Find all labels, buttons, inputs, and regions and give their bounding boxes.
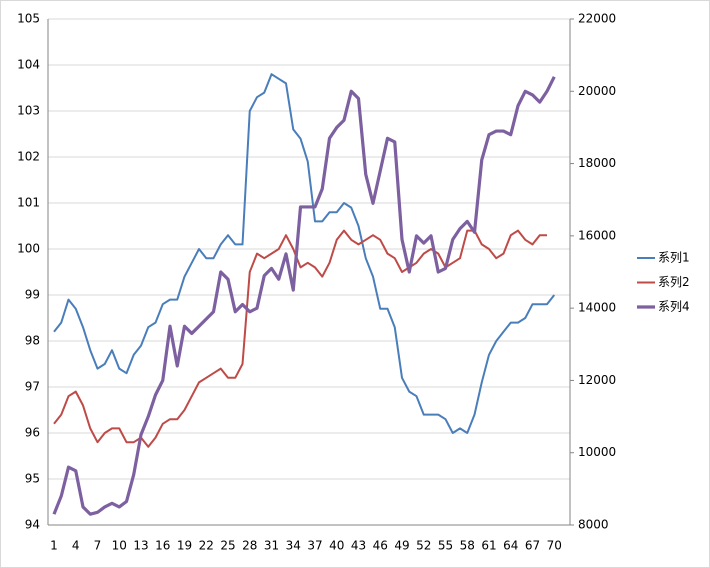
legend-label: 系列1 (658, 251, 690, 265)
x-tick-label: 52 (416, 539, 431, 553)
y2-tick-label: 10000 (578, 445, 616, 459)
x-tick-label: 67 (525, 539, 540, 553)
series-line (53, 73, 556, 434)
x-tick-label: 28 (242, 539, 257, 553)
x-tick-label: 13 (133, 539, 148, 553)
x-tick-label: 31 (264, 539, 279, 553)
legend-label: 系列4 (658, 300, 690, 314)
x-tick-label: 34 (286, 539, 301, 553)
x-tick-label: 43 (351, 539, 366, 553)
x-tick-label: 49 (394, 539, 409, 553)
series-line (53, 229, 547, 448)
x-tick-label: 1 (50, 539, 58, 553)
y-tick-label: 99 (25, 288, 40, 302)
x-tick-label: 22 (199, 539, 214, 553)
y2-tick-label: 8000 (578, 518, 609, 532)
x-tick-label: 25 (220, 539, 235, 553)
x-tick-label: 46 (373, 539, 388, 553)
y-tick-label: 98 (25, 334, 40, 348)
x-tick-label: 19 (177, 539, 192, 553)
x-tick-label: 10 (112, 539, 127, 553)
x-tick-label: 61 (481, 539, 496, 553)
y-tick-label: 105 (17, 12, 40, 26)
y2-tick-label: 12000 (578, 373, 616, 387)
x-tick-label: 37 (307, 539, 322, 553)
y-tick-label: 97 (25, 380, 40, 394)
y2-tick-label: 18000 (578, 156, 616, 170)
y-tick-label: 95 (25, 472, 40, 486)
x-tick-label: 64 (503, 539, 518, 553)
x-tick-label: 16 (155, 539, 170, 553)
x-tick-label: 7 (94, 539, 102, 553)
y-tick-label: 100 (17, 242, 40, 256)
y2-tick-label: 22000 (578, 12, 616, 26)
y-tick-label: 101 (17, 196, 40, 210)
x-tick-label: 4 (72, 539, 80, 553)
series-line (52, 76, 556, 516)
y2-tick-label: 20000 (578, 84, 616, 98)
y-tick-label: 96 (25, 426, 40, 440)
y2-tick-label: 16000 (578, 228, 616, 242)
y-tick-label: 94 (25, 518, 40, 532)
x-tick-label: 40 (329, 539, 344, 553)
y-tick-label: 102 (17, 150, 40, 164)
x-tick-label: 58 (460, 539, 475, 553)
legend-label: 系列2 (658, 275, 690, 289)
x-tick-label: 70 (547, 539, 562, 553)
x-tick-label: 55 (438, 539, 453, 553)
y-tick-label: 103 (17, 104, 40, 118)
y2-tick-label: 14000 (578, 301, 616, 315)
y-tick-label: 104 (17, 58, 40, 72)
